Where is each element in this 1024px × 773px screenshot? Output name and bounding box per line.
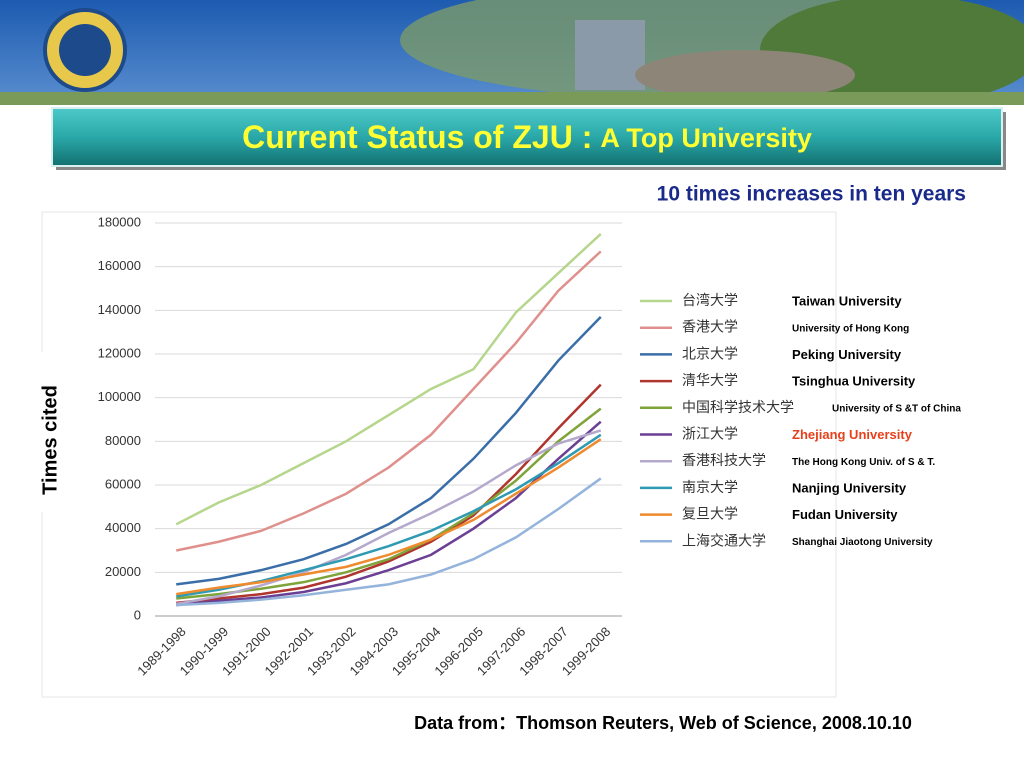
legend-english: Taiwan University — [792, 293, 902, 308]
title-main: Current Status of ZJU : — [242, 119, 592, 155]
y-tick-label: 0 — [134, 607, 141, 622]
y-tick-label: 80000 — [105, 433, 141, 448]
header-banner — [0, 0, 1024, 105]
legend-english: The Hong Kong Univ. of S & T. — [792, 457, 935, 468]
series-line — [176, 407, 602, 600]
y-tick-label: 180000 — [98, 214, 141, 229]
legend-label: 台湾大学 — [682, 292, 738, 309]
title-suffix: A Top University — [600, 123, 812, 153]
y-tick-label: 100000 — [98, 389, 141, 404]
y-tick-label: 40000 — [105, 520, 141, 535]
plot: 0 20000 40000 60000 80000 100000 120000 140000 1… — [98, 214, 962, 678]
source-note: Data from：Thomson Reuters, Web of Scienc… — [414, 713, 912, 733]
legend-english: University of S &T of China — [832, 403, 961, 414]
legend-label: 中国科学技术大学 — [682, 400, 794, 416]
legend-label: 清华大学 — [682, 373, 738, 389]
legend-label: 南京大学 — [682, 480, 738, 496]
series-line — [176, 477, 602, 607]
legend-label: 香港大学 — [682, 320, 738, 336]
title: Current Status of ZJU : A Top University — [242, 119, 812, 155]
y-axis-label: Times cited — [39, 385, 61, 495]
legend-english: Zhejiang University — [792, 427, 913, 442]
legend-english: Shanghai Jiaotong University — [792, 537, 933, 548]
y-tick-label: 120000 — [98, 345, 141, 360]
series-line — [175, 250, 602, 552]
series-line — [176, 438, 602, 596]
series-line — [176, 429, 602, 606]
legend-label: 上海交通大学 — [682, 532, 766, 549]
legend-english: Tsinghua University — [792, 374, 916, 389]
y-tick-label: 60000 — [105, 476, 141, 491]
y-tick-label: 160000 — [98, 258, 141, 273]
series-line — [175, 232, 602, 526]
series-line — [176, 316, 602, 586]
legend-label: 复旦大学 — [682, 506, 738, 523]
legend-english: University of Hong Kong — [792, 323, 909, 334]
legend-label: 浙江大学 — [682, 427, 738, 443]
subtitle: 10 times increases in ten years — [657, 183, 966, 206]
legend-label: 北京大学 — [682, 346, 738, 362]
y-tick-label: 140000 — [98, 302, 141, 317]
legend-english: Nanjing University — [792, 480, 907, 495]
legend-label: 香港科技大学 — [682, 453, 766, 469]
title-bar — [51, 107, 1003, 167]
y-tick-label: 20000 — [105, 564, 141, 579]
legend-english: Fudan University — [792, 507, 898, 522]
y-label-box — [28, 352, 70, 512]
legend-english: Peking University — [792, 347, 902, 362]
